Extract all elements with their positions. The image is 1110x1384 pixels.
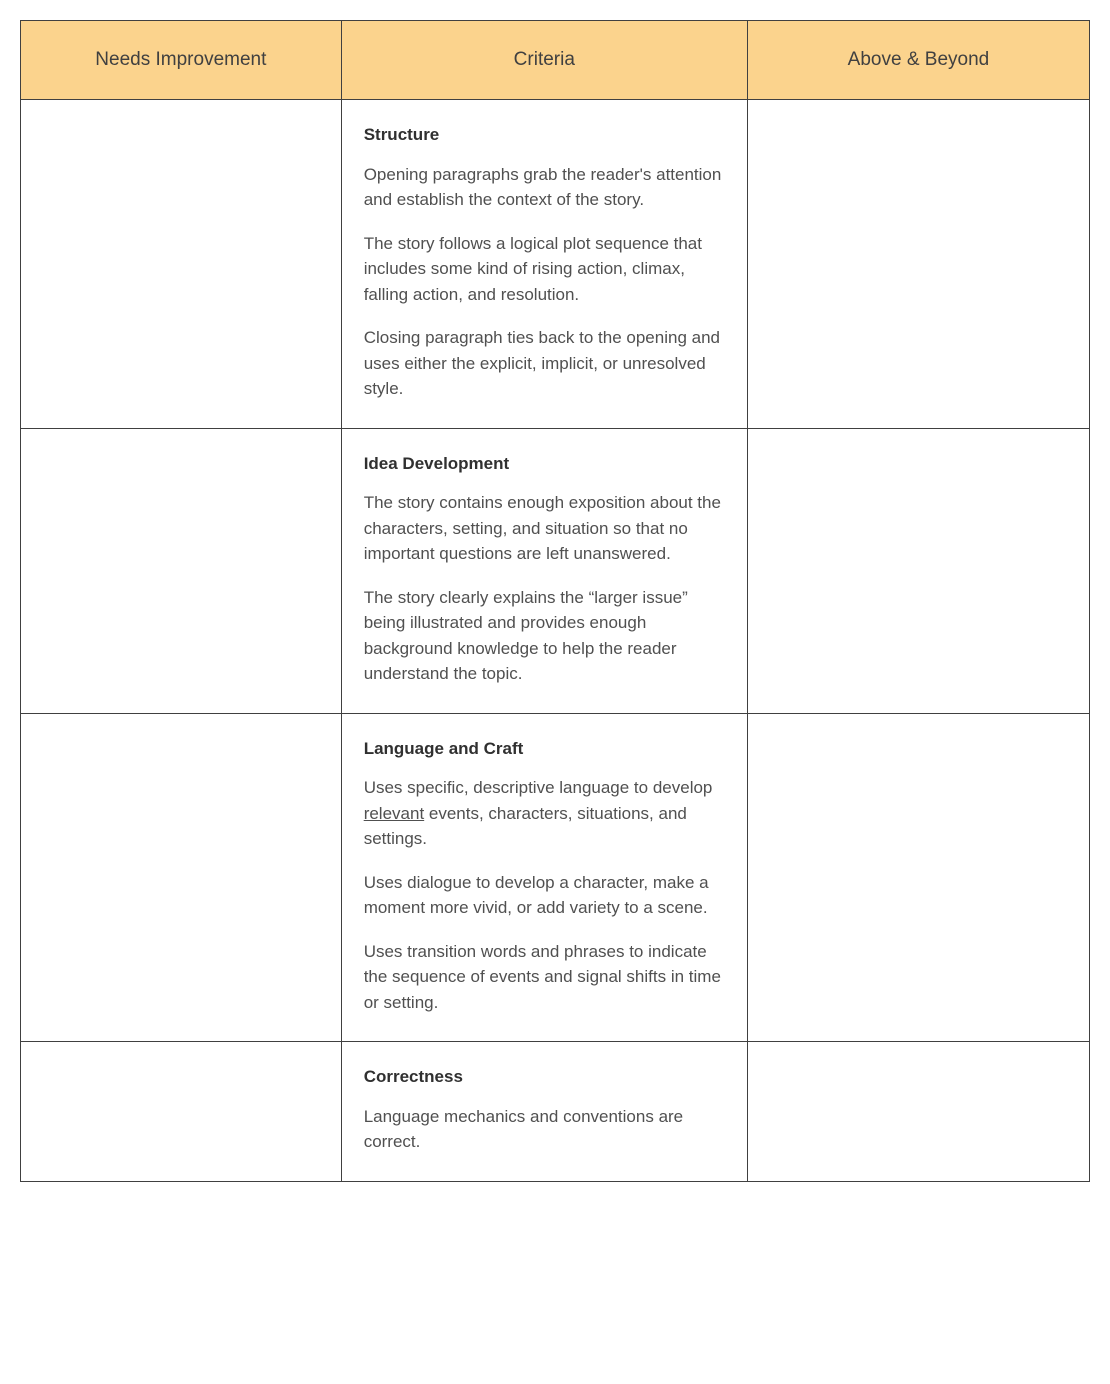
criteria-paragraph: Uses transition words and phrases to ind… <box>364 939 725 1016</box>
table-row: Correctness Language mechanics and conven… <box>21 1042 1090 1182</box>
criteria-paragraph: Closing paragraph ties back to the openi… <box>364 325 725 402</box>
criteria-paragraph: Uses specific, descriptive language to d… <box>364 775 725 852</box>
criteria-paragraph: Uses dialogue to develop a character, ma… <box>364 870 725 921</box>
cell-criteria: Correctness Language mechanics and conven… <box>341 1042 747 1182</box>
cell-needs-improvement <box>21 428 342 713</box>
cell-needs-improvement <box>21 100 342 429</box>
cell-needs-improvement <box>21 713 342 1042</box>
header-row: Needs Improvement Criteria Above & Beyon… <box>21 21 1090 100</box>
cell-above-beyond <box>747 100 1089 429</box>
criteria-title: Language and Craft <box>364 736 725 762</box>
table-row: Language and Craft Uses specific, descrip… <box>21 713 1090 1042</box>
criteria-paragraph: The story follows a logical plot sequenc… <box>364 231 725 308</box>
header-needs-improvement: Needs Improvement <box>21 21 342 100</box>
header-above-beyond: Above & Beyond <box>747 21 1089 100</box>
cell-criteria: Language and Craft Uses specific, descrip… <box>341 713 747 1042</box>
criteria-paragraph: Language mechanics and conventions are c… <box>364 1104 725 1155</box>
cell-above-beyond <box>747 428 1089 713</box>
criteria-paragraph: Opening paragraphs grab the reader's att… <box>364 162 725 213</box>
cell-criteria: Structure Opening paragraphs grab the rea… <box>341 100 747 429</box>
header-criteria: Criteria <box>341 21 747 100</box>
table-row: Structure Opening paragraphs grab the rea… <box>21 100 1090 429</box>
cell-needs-improvement <box>21 1042 342 1182</box>
underlined-text: relevant <box>364 804 424 823</box>
rubric-body: Structure Opening paragraphs grab the rea… <box>21 100 1090 1182</box>
table-row: Idea Development The story contains enoug… <box>21 428 1090 713</box>
criteria-title: Idea Development <box>364 451 725 477</box>
criteria-paragraph: The story contains enough exposition abo… <box>364 490 725 567</box>
criteria-paragraph: The story clearly explains the “larger i… <box>364 585 725 687</box>
cell-above-beyond <box>747 713 1089 1042</box>
cell-criteria: Idea Development The story contains enoug… <box>341 428 747 713</box>
criteria-title: Structure <box>364 122 725 148</box>
rubric-table: Needs Improvement Criteria Above & Beyon… <box>20 20 1090 1182</box>
criteria-title: Correctness <box>364 1064 725 1090</box>
cell-above-beyond <box>747 1042 1089 1182</box>
